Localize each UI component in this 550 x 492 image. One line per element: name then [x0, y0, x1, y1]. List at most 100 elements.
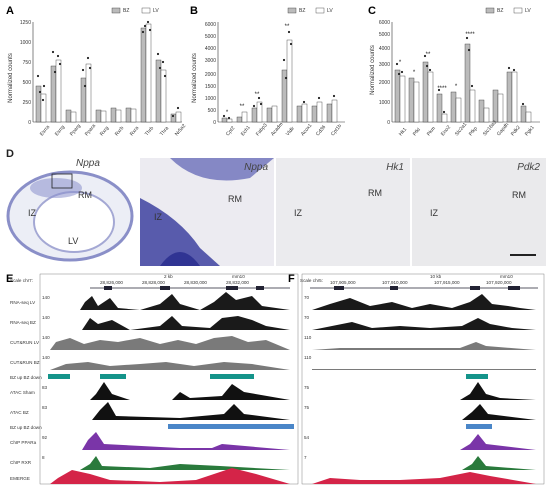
- panel-a-ylabel: Normalized counts: [8, 53, 14, 103]
- ytick: 6000: [205, 22, 216, 28]
- panel-f-coord: 107,915,000: [434, 280, 460, 285]
- nppa-zoom-image: Nppa RM IZ: [140, 158, 274, 266]
- e-atac-sham-signal: [50, 382, 290, 400]
- panel-e-scale-text: 2 kb: [164, 274, 173, 279]
- gene-label: Pdk2: [510, 125, 522, 138]
- ytick: 500: [23, 80, 32, 86]
- significance-star: ****: [465, 32, 475, 38]
- ytick: 4000: [205, 46, 216, 52]
- gene-label: Rxra: [129, 125, 141, 137]
- ytick: 5000: [379, 32, 390, 38]
- nppa-caption: Nppa: [244, 162, 268, 173]
- panel-b-label: B: [190, 5, 198, 17]
- panel-b-legend: BZ LV: [287, 7, 333, 14]
- panel-e-coord: 28,828,000: [142, 280, 165, 285]
- gene-label: Acadm: [270, 122, 285, 138]
- ytick: 2000: [205, 72, 216, 78]
- pdk2-caption: Pdk2: [517, 162, 540, 173]
- track-name: BZ up BZ down: [10, 375, 42, 380]
- figure-bottom-row: E Scale chr7: 2 kb mm10 28,826,000 28,82…: [6, 273, 545, 485]
- pdk2-iz-label: IZ: [430, 208, 438, 218]
- e-emerge-signal: [50, 468, 290, 484]
- ytick: 3000: [379, 62, 390, 68]
- panel-e-assembly: mm10: [232, 274, 245, 279]
- e-rna-lv-signal: [50, 292, 290, 310]
- gene-label: Cpt2: [225, 125, 237, 137]
- track-value: 83: [42, 405, 48, 410]
- panel-f-coord: 107,905,000: [330, 280, 356, 285]
- panel-e: E Scale chr7: 2 kb mm10 28,826,000 28,82…: [6, 273, 299, 485]
- track-value: 110: [304, 355, 312, 360]
- overview-title: Nppa: [76, 158, 100, 169]
- track-name: ATAC Sham: [10, 390, 35, 395]
- ytick: 1000: [205, 96, 216, 102]
- panel-e-coord: 28,826,000: [100, 280, 123, 285]
- e-cutrun-bz-signal: [50, 362, 290, 370]
- track-name: RNA-seq BZ: [10, 320, 36, 325]
- panel-f-scale-label: Scale chr5:: [300, 278, 323, 283]
- pdk2-rm-label: RM: [512, 190, 526, 200]
- track-value: 75: [304, 385, 310, 390]
- hk1-caption: Hk1: [386, 162, 404, 173]
- f-cutrun-bz-signal: [312, 369, 536, 370]
- gene-label: Vldlr: [285, 126, 296, 138]
- gene-label: Ppara: [84, 123, 97, 137]
- hk1-zoom-image: Hk1 RM IZ: [276, 158, 410, 266]
- panel-b-yticks: 0 500 1000 1500 2000 3000 4000 5000 6000: [205, 22, 216, 126]
- track-name: CUT&RUN BZ: [10, 360, 40, 365]
- track-name: ChIP PPARa: [10, 440, 37, 445]
- panel-a-label: A: [6, 5, 14, 17]
- ytick: 2000: [379, 80, 390, 86]
- track-value: 140: [42, 355, 50, 360]
- overview-rm-label: RM: [78, 190, 92, 200]
- f-atac-sham-signal: [312, 382, 536, 400]
- legend-bz: BZ: [497, 8, 503, 14]
- e-cutrun-lv-signal: [50, 336, 290, 350]
- gene-label: Fabp3: [255, 122, 269, 137]
- significance-star: **: [285, 24, 290, 30]
- panel-a-genes: Esrra Esrrg Pparg Ppara Rxrg Rxrb Rxra T…: [39, 123, 187, 137]
- track-value: 70: [304, 315, 310, 320]
- track-value: 75: [304, 405, 310, 410]
- panel-c-ylabel: Normalized counts: [370, 45, 376, 95]
- track-name: RNA-seq LV: [10, 300, 36, 305]
- ytick: 0: [387, 120, 390, 126]
- f-cutrun-lv-signal: [312, 342, 536, 350]
- legend-lv: LV: [525, 8, 531, 14]
- legend-bz: BZ: [123, 8, 129, 14]
- gene-label: Hk1: [398, 126, 408, 137]
- panel-a-legend: BZ LV: [111, 7, 159, 14]
- track-name: BZ up BZ down: [10, 425, 42, 430]
- panel-e-label: E: [6, 273, 13, 285]
- e-chip-ppara-signal: [50, 432, 290, 450]
- ytick: 0: [28, 120, 31, 126]
- f-peak-box: [466, 374, 488, 379]
- ytick: 500: [208, 108, 217, 114]
- track-value: 7: [304, 455, 307, 460]
- gene-label: Thrb: [144, 125, 155, 137]
- significance-star: *: [455, 84, 458, 90]
- legend-bz: BZ: [299, 8, 305, 14]
- e-chip-rxr-signal: [50, 456, 290, 470]
- panel-f-coord: 107,920,000: [486, 280, 512, 285]
- track-value: 70: [304, 295, 310, 300]
- gene-label: Nr5a2: [174, 123, 187, 137]
- ytick: 250: [23, 100, 32, 106]
- e-atac-bz-signal: [50, 402, 290, 420]
- figure-top-row: A Normalized counts 0 250 500 750 1000 1…: [6, 5, 540, 138]
- f-rna-lv-signal: [312, 294, 536, 310]
- scale-bar: [510, 254, 536, 256]
- panel-f: F Scale chr5: 10 kb mm10 107,905,000 107…: [288, 273, 545, 485]
- track-value: 92: [42, 435, 48, 440]
- ytick: 4000: [379, 46, 390, 52]
- ytick: 5000: [205, 34, 216, 40]
- panel-f-scale-text: 10 kb: [430, 274, 442, 279]
- gene-label: Ech1: [240, 125, 252, 138]
- panel-e-scale-label: Scale chr7:: [10, 278, 33, 283]
- panel-d-label: D: [6, 148, 14, 160]
- ytick: 6000: [379, 20, 390, 26]
- significance-star: ****: [437, 86, 447, 92]
- ytick: 3000: [205, 58, 216, 64]
- ytick: 1000: [379, 100, 390, 106]
- f-chip-rxr-signal: [312, 456, 536, 470]
